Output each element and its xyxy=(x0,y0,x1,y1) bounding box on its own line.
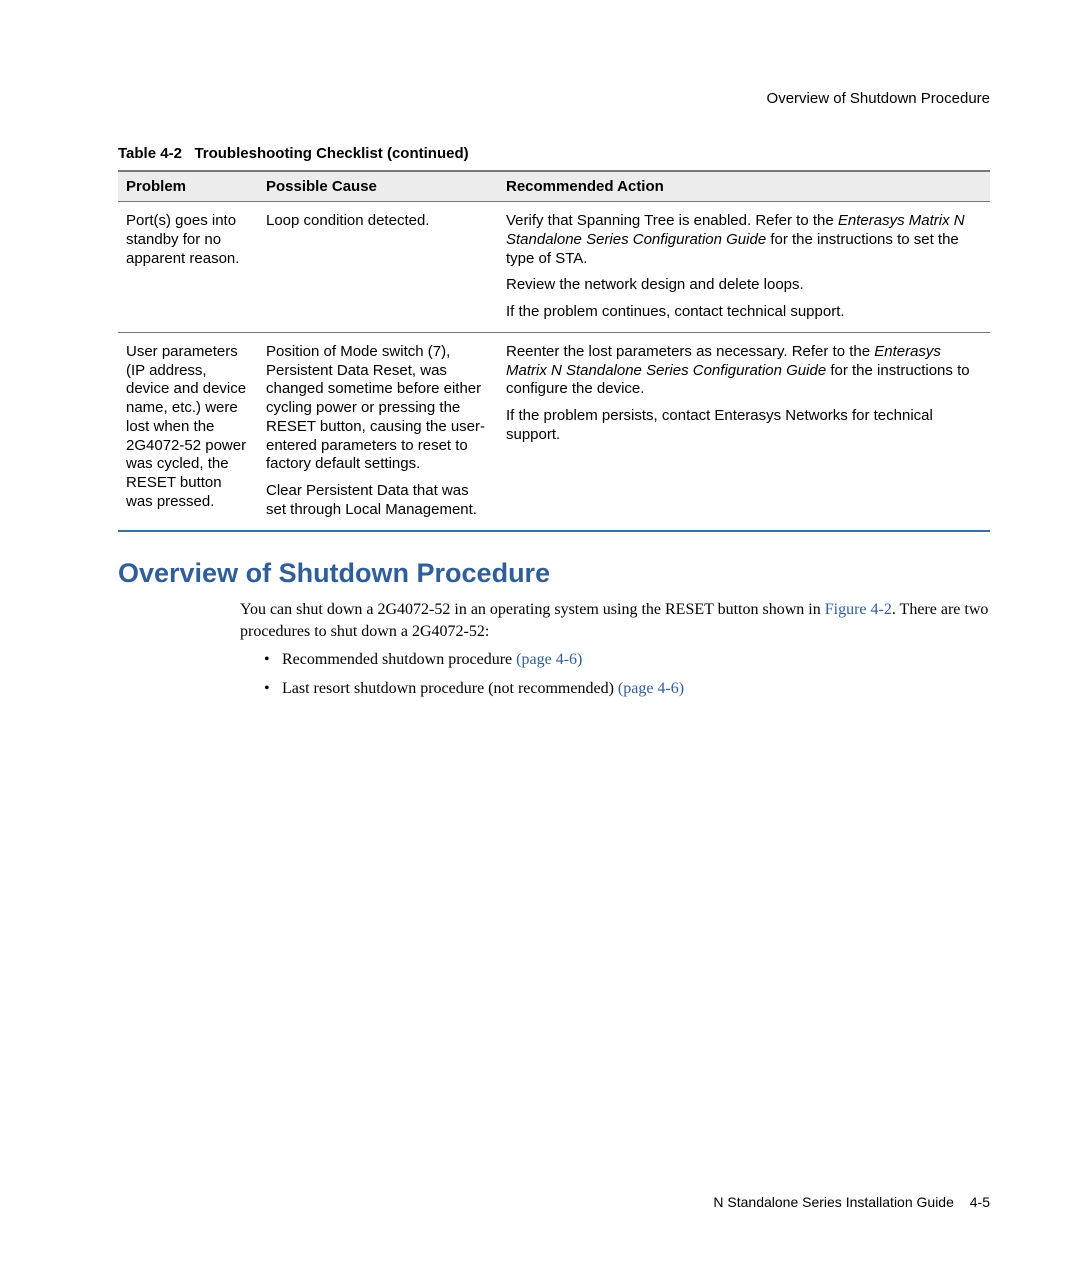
section-heading: Overview of Shutdown Procedure xyxy=(118,558,990,589)
figure-xref[interactable]: Figure 4-2 xyxy=(825,601,892,618)
footer-doc-title: N Standalone Series Installation Guide xyxy=(713,1194,953,1210)
body-para: You can shut down a 2G4072-52 in an oper… xyxy=(240,599,990,644)
cell-problem: Port(s) goes into standby for no apparen… xyxy=(118,202,258,333)
col-header-problem: Problem xyxy=(118,171,258,202)
page-xref[interactable]: (page 4-6) xyxy=(516,651,582,668)
cause-para: Position of Mode switch (7), Persistent … xyxy=(266,343,488,474)
cell-cause: Position of Mode switch (7), Persistent … xyxy=(258,332,498,530)
page-xref[interactable]: (page 4-6) xyxy=(618,680,684,697)
cell-action: Verify that Spanning Tree is enabled. Re… xyxy=(498,202,990,333)
troubleshooting-table: Problem Possible Cause Recommended Actio… xyxy=(118,170,990,532)
bullet-text: Last resort shutdown procedure (not reco… xyxy=(282,680,618,697)
action-para: Verify that Spanning Tree is enabled. Re… xyxy=(506,212,980,268)
table-row: User parameters (IP address, device and … xyxy=(118,332,990,530)
page-footer: N Standalone Series Installation Guide 4… xyxy=(713,1194,990,1210)
bullet-text: Recommended shutdown procedure xyxy=(282,651,516,668)
list-item: Last resort shutdown procedure (not reco… xyxy=(264,678,990,700)
table-caption-title: Troubleshooting Checklist (continued) xyxy=(194,145,468,162)
cell-action: Reenter the lost parameters as necessary… xyxy=(498,332,990,530)
table-caption: Table 4-2 Troubleshooting Checklist (con… xyxy=(118,145,990,162)
cell-cause: Loop condition detected. xyxy=(258,202,498,333)
col-header-action: Recommended Action xyxy=(498,171,990,202)
list-item: Recommended shutdown procedure (page 4-6… xyxy=(264,649,990,671)
bullet-list: Recommended shutdown procedure (page 4-6… xyxy=(240,649,990,700)
col-header-cause: Possible Cause xyxy=(258,171,498,202)
cause-para: Clear Persistent Data that was set throu… xyxy=(266,482,488,520)
table-caption-label: Table 4-2 xyxy=(118,145,182,162)
cell-problem: User parameters (IP address, device and … xyxy=(118,332,258,530)
action-para: If the problem persists, contact Enteras… xyxy=(506,407,980,445)
action-para: Review the network design and delete loo… xyxy=(506,276,980,295)
table-row: Port(s) goes into standby for no apparen… xyxy=(118,202,990,333)
action-para: Reenter the lost parameters as necessary… xyxy=(506,343,980,399)
body-block: You can shut down a 2G4072-52 in an oper… xyxy=(240,599,990,701)
running-head: Overview of Shutdown Procedure xyxy=(100,90,990,107)
footer-page-number: 4-5 xyxy=(970,1194,990,1210)
page: Overview of Shutdown Procedure Table 4-2… xyxy=(0,0,1080,1270)
action-para: If the problem continues, contact techni… xyxy=(506,303,980,322)
action-text: Verify that Spanning Tree is enabled. Re… xyxy=(506,212,838,229)
body-text: You can shut down a 2G4072-52 in an oper… xyxy=(240,601,825,618)
action-text: Reenter the lost parameters as necessary… xyxy=(506,343,874,360)
table-header-row: Problem Possible Cause Recommended Actio… xyxy=(118,171,990,202)
